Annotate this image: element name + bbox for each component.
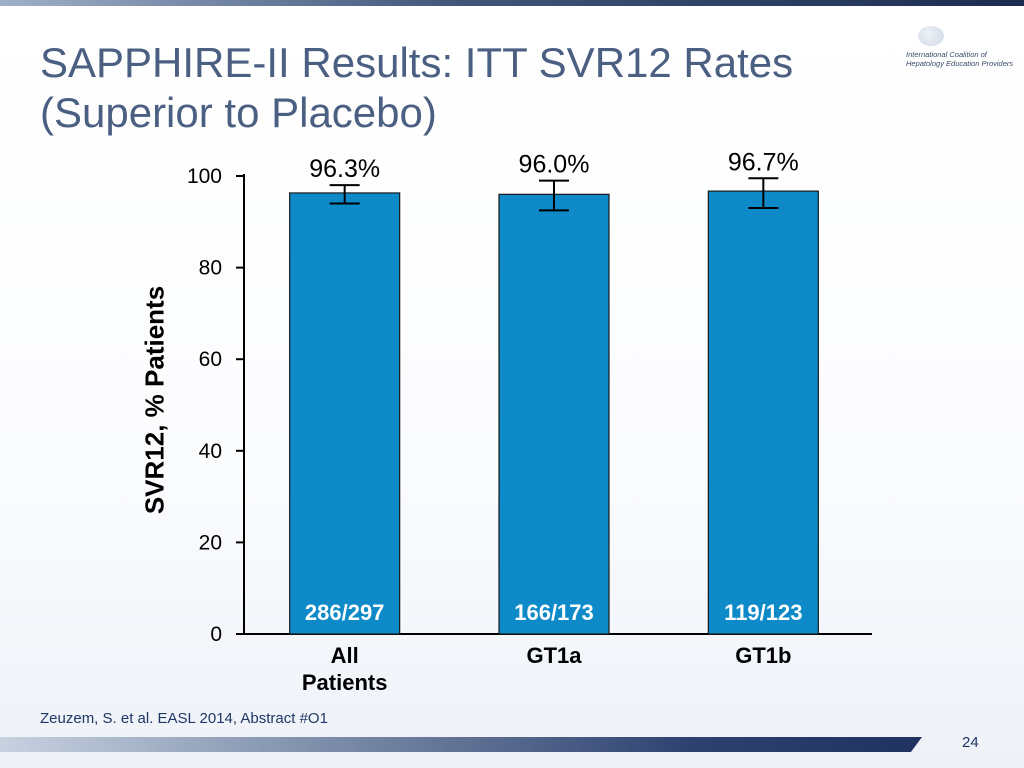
y-tick-label: 100	[187, 165, 222, 188]
bar-inner-label: 286/297	[305, 600, 385, 625]
category-label: GT1b	[735, 643, 791, 668]
top-band	[0, 0, 1024, 6]
bar-inner-label: 166/173	[514, 600, 594, 625]
bar	[707, 190, 819, 635]
page-title: SAPPHIRE-II Results: ITT SVR12 Rates (Su…	[40, 38, 880, 138]
y-tick-label: 20	[199, 531, 222, 554]
logo-text-line-1: International Coalition of	[906, 50, 987, 59]
data-label: 96.7%	[728, 148, 799, 176]
bar	[498, 193, 610, 635]
data-label: 96.0%	[519, 151, 590, 179]
logo-text-line-2: Hepatology Education Providers	[906, 59, 1014, 68]
y-tick-label: 80	[199, 257, 222, 280]
y-tick-label: 40	[199, 440, 222, 463]
category-label: All	[331, 643, 359, 668]
title-line-2: (Superior to Placebo)	[40, 89, 437, 136]
page-number: 24	[962, 734, 979, 751]
logo-mark	[918, 26, 944, 46]
bar	[289, 192, 401, 635]
bar-inner-label: 119/123	[724, 600, 802, 625]
category-label: GT1a	[526, 643, 582, 668]
logo: International Coalition of Hepatology Ed…	[906, 50, 1018, 68]
title-line-1: SAPPHIRE-II Results: ITT SVR12 Rates	[40, 39, 794, 86]
bottom-band	[0, 737, 922, 752]
y-tick-label: 0	[210, 623, 222, 646]
y-tick-label: 60	[199, 348, 222, 371]
data-label: 96.3%	[309, 155, 380, 183]
category-label: Patients	[302, 670, 388, 695]
citation-footer: Zeuzem, S. et al. EASL 2014, Abstract #O…	[40, 710, 328, 727]
